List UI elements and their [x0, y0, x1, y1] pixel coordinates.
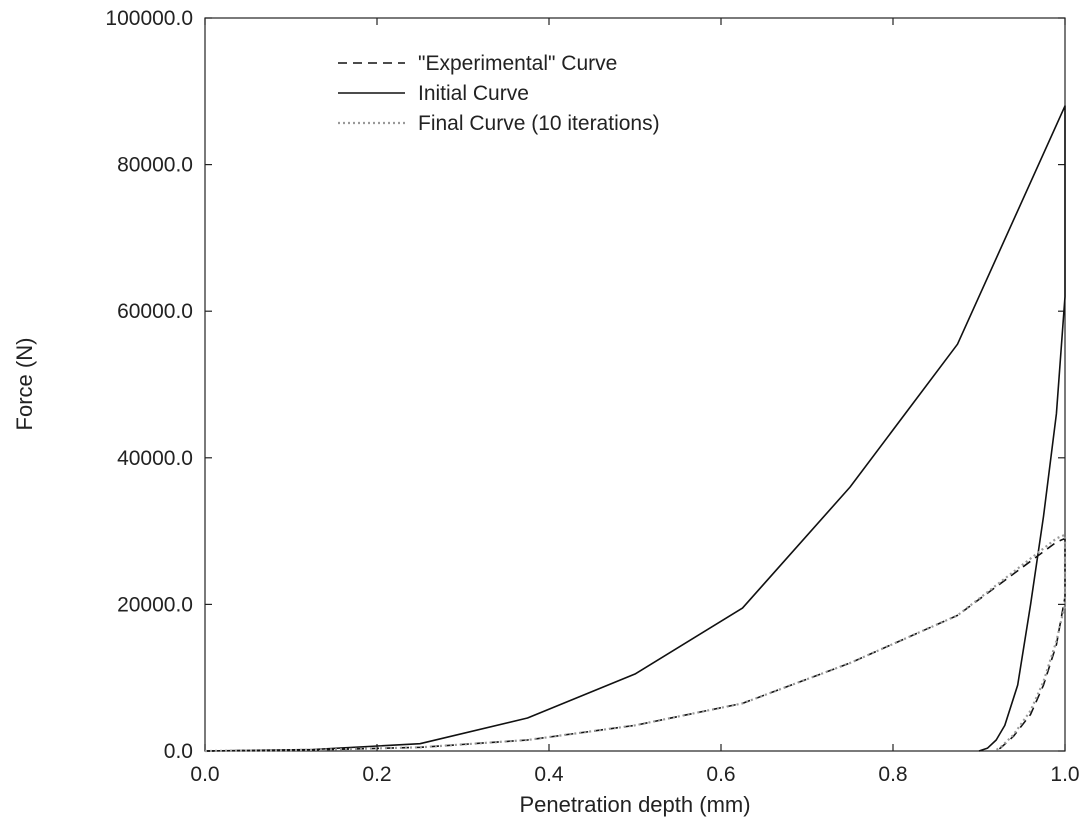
series-line-experimental-curve: [204, 537, 1066, 752]
legend-label-experimental-curve: "Experimental" Curve: [418, 52, 617, 75]
x-tick-label: 0.6: [706, 763, 735, 786]
x-tick-label: 0.0: [190, 763, 219, 786]
x-tick-label: 0.8: [878, 763, 907, 786]
plot-frame: [204, 17, 1066, 752]
legend-label-final-curve-10-iterations: Final Curve (10 iterations): [418, 112, 660, 135]
y-tick-label: 20000.0: [117, 593, 193, 616]
y-tick-label: 0.0: [164, 740, 193, 763]
y-axis-label: Force (N): [12, 338, 37, 431]
y-tick-label: 80000.0: [117, 154, 193, 177]
y-tick-label: 40000.0: [117, 447, 193, 470]
y-tick-label: 60000.0: [117, 300, 193, 323]
legend-label-initial-curve: Initial Curve: [418, 82, 529, 105]
x-tick-label: 0.2: [362, 763, 391, 786]
y-tick-label: 100000.0: [105, 7, 193, 30]
x-axis-label: Penetration depth (mm): [519, 792, 750, 817]
x-tick-label: 0.4: [534, 763, 564, 786]
series-layer: [204, 105, 1067, 753]
legend: "Experimental" Curve Initial Curve Final C…: [338, 52, 660, 135]
x-tick-label: 1.0: [1050, 763, 1079, 786]
ticks-layer: 0.0 0.2 0.4 0.6 0.8 1.0 0.0 20000.0 40000.0 60000…: [105, 7, 1079, 786]
series-line-final-curve-10-iterations: [204, 533, 1067, 753]
series-line-initial-curve: [204, 105, 1066, 752]
